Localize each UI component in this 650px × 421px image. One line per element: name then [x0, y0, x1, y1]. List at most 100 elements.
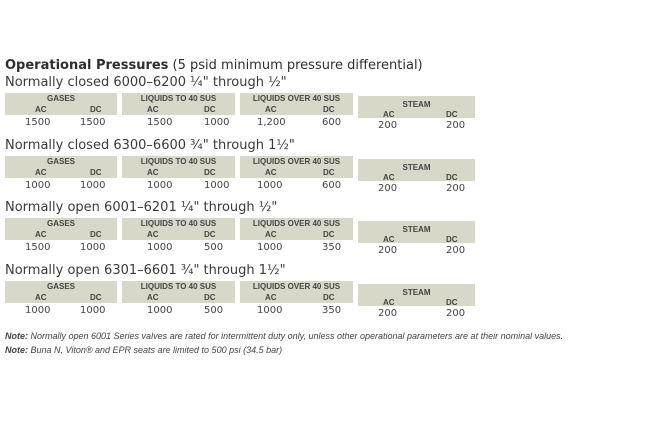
column-header: LIQUIDS OVER 40 SUS	[252, 219, 341, 228]
note-2: Note: Buna N, Viton® and EPR seats are l…	[5, 345, 283, 355]
dc-label: DC	[323, 168, 335, 177]
ac-value: 1000	[147, 180, 173, 191]
column-header-band: LIQUIDS OVER 40 SUS AC DC	[240, 218, 353, 240]
ac-value: 1500	[25, 242, 51, 253]
ac-value: 1000	[147, 305, 173, 316]
column-header-band: LIQUIDS OVER 40 SUS AC DC	[240, 93, 353, 115]
dc-value: 200	[446, 308, 466, 319]
ac-label: AC	[147, 168, 159, 177]
ac-value: 1000	[257, 180, 283, 191]
ac-label: AC	[147, 230, 159, 239]
dc-value: 350	[322, 242, 342, 253]
column-header: STEAM	[402, 288, 431, 297]
column-header-band: GASES AC DC	[5, 156, 117, 178]
column-header: GASES	[46, 157, 75, 166]
column-header: LIQUIDS TO 40 SUS	[140, 282, 217, 291]
ac-value: 1000	[257, 305, 283, 316]
ac-label: AC	[35, 230, 47, 239]
column-header: GASES	[46, 282, 75, 291]
ac-label: AC	[147, 105, 159, 114]
column-header-band: LIQUIDS OVER 40 SUS AC DC	[240, 156, 353, 178]
ac-value: 1000	[25, 180, 51, 191]
dc-label: DC	[90, 105, 102, 114]
ac-label: AC	[147, 293, 159, 302]
column-header: LIQUIDS TO 40 SUS	[140, 157, 217, 166]
ac-value: 200	[378, 245, 398, 256]
ac-value: 1000	[147, 242, 173, 253]
dc-value: 1000	[204, 117, 230, 128]
column-header-band: GASES AC DC	[5, 218, 117, 240]
dc-value: 1000	[80, 305, 106, 316]
ac-label: AC	[383, 235, 395, 244]
dc-value: 350	[322, 305, 342, 316]
dc-value: 500	[204, 305, 224, 316]
column-header: GASES	[46, 219, 75, 228]
column-header-band: STEAM AC DC	[358, 221, 475, 244]
ac-label: AC	[35, 105, 47, 114]
dc-label: DC	[446, 173, 458, 182]
ac-label: AC	[35, 168, 47, 177]
ac-label: AC	[383, 110, 395, 119]
dc-value: 1500	[80, 117, 106, 128]
column-header: STEAM	[402, 163, 431, 172]
dc-label: DC	[204, 105, 216, 114]
column-header-band: LIQUIDS TO 40 SUS AC DC	[122, 218, 235, 240]
column-header-band: LIQUIDS OVER 40 SUS AC DC	[240, 281, 353, 303]
column-header-band: LIQUIDS TO 40 SUS AC DC	[122, 156, 235, 178]
dc-value: 1000	[80, 180, 106, 191]
dc-label: DC	[204, 230, 216, 239]
ac-label: AC	[35, 293, 47, 302]
ac-value: 200	[378, 308, 398, 319]
column-header: LIQUIDS OVER 40 SUS	[252, 94, 341, 103]
column-header: LIQUIDS TO 40 SUS	[140, 219, 217, 228]
section-label: Normally closed 6000–6200 ¼" through ½"	[5, 75, 287, 90]
ac-value: 1000	[25, 305, 51, 316]
dc-label: DC	[323, 293, 335, 302]
dc-value: 600	[322, 117, 342, 128]
ac-value: 1000	[257, 242, 283, 253]
dc-value: 500	[204, 242, 224, 253]
column-header: LIQUIDS TO 40 SUS	[140, 94, 217, 103]
section-label: Normally open 6301–6601 ¾" through 1½"	[5, 263, 286, 278]
dc-label: DC	[204, 293, 216, 302]
ac-value: 1,200	[257, 117, 286, 128]
dc-label: DC	[204, 168, 216, 177]
dc-label: DC	[323, 230, 335, 239]
column-header: LIQUIDS OVER 40 SUS	[252, 282, 341, 291]
dc-value: 200	[446, 120, 466, 131]
column-header: STEAM	[402, 100, 431, 109]
column-header: LIQUIDS OVER 40 SUS	[252, 157, 341, 166]
ac-value: 1500	[147, 117, 173, 128]
column-header-band: GASES AC DC	[5, 281, 117, 303]
note-1: Note: Normally open 6001 Series valves a…	[5, 331, 564, 341]
page-title: Operational Pressures (5 psid minimum pr…	[5, 58, 423, 73]
column-header-band: LIQUIDS TO 40 SUS AC DC	[122, 281, 235, 303]
column-header: STEAM	[402, 225, 431, 234]
section-label: Normally open 6001–6201 ¼" through ½"	[5, 200, 278, 215]
column-header-band: GASES AC DC	[5, 93, 117, 115]
ac-label: AC	[383, 298, 395, 307]
ac-label: AC	[383, 173, 395, 182]
ac-value: 200	[378, 120, 398, 131]
dc-value: 200	[446, 183, 466, 194]
ac-label: AC	[265, 230, 277, 239]
dc-label: DC	[446, 235, 458, 244]
dc-label: DC	[90, 293, 102, 302]
ac-value: 1500	[25, 117, 51, 128]
dc-label: DC	[446, 110, 458, 119]
ac-label: AC	[265, 168, 277, 177]
column-header-band: STEAM AC DC	[358, 159, 475, 182]
dc-value: 600	[322, 180, 342, 191]
dc-value: 200	[446, 245, 466, 256]
column-header-band: STEAM AC DC	[358, 96, 475, 119]
column-header: GASES	[46, 94, 75, 103]
dc-value: 1000	[204, 180, 230, 191]
dc-value: 1000	[80, 242, 106, 253]
section-label: Normally closed 6300–6600 ¾" through 1½"	[5, 138, 295, 153]
column-header-band: STEAM AC DC	[358, 284, 475, 307]
dc-label: DC	[323, 105, 335, 114]
dc-label: DC	[90, 168, 102, 177]
dc-label: DC	[90, 230, 102, 239]
ac-label: AC	[265, 105, 277, 114]
ac-value: 200	[378, 183, 398, 194]
